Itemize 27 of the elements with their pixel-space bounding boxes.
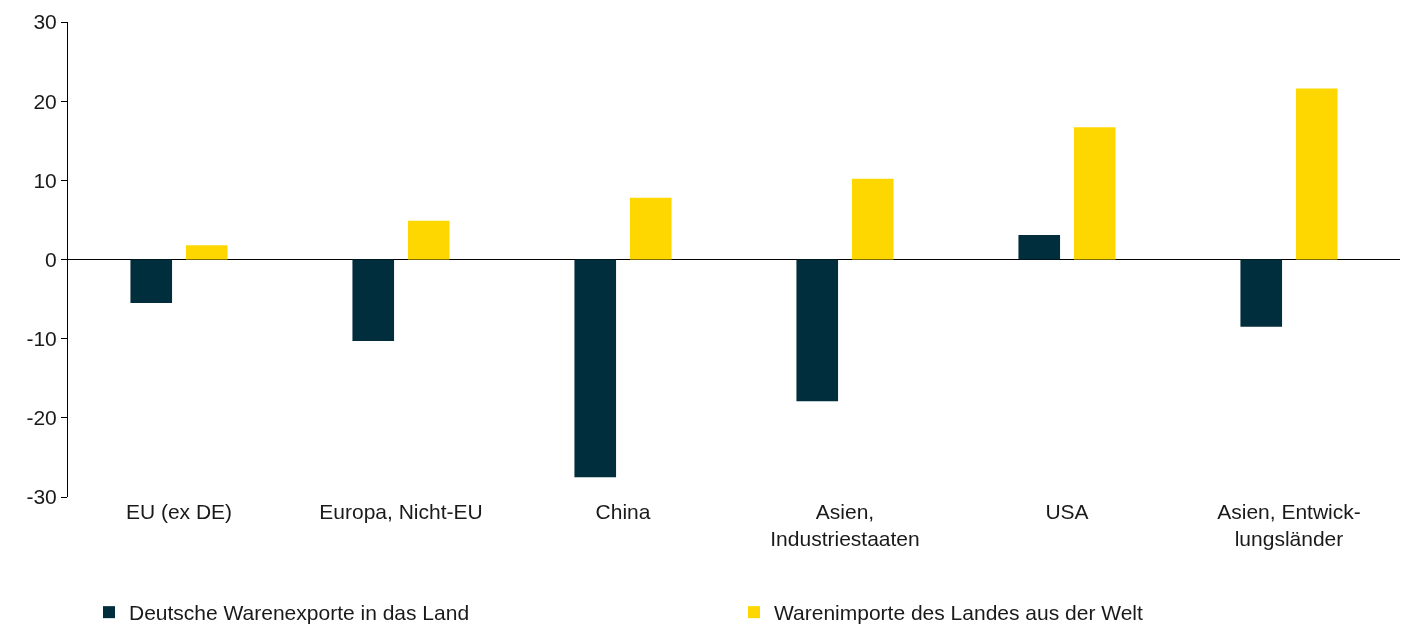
bar: [1073, 127, 1116, 260]
x-tick-label: USA: [1045, 500, 1089, 523]
bar: [851, 178, 894, 260]
x-tick-label: Asien, Entwick- lungsländer: [1217, 500, 1361, 551]
bar: [1295, 88, 1338, 260]
bar: [1018, 234, 1061, 260]
bar: [352, 259, 395, 342]
bar: [1240, 259, 1283, 327]
y-tick-label: -30: [26, 485, 57, 509]
legend-label: Warenimporte des Landes aus der Welt: [774, 601, 1144, 625]
bar: [796, 259, 839, 402]
x-tick-label: China: [595, 500, 651, 523]
bar: [574, 259, 617, 478]
bar: [407, 220, 450, 260]
legend-label: Deutsche Warenexporte in das Land: [129, 601, 470, 625]
bar: [185, 245, 228, 260]
y-tick-label: 30: [33, 10, 57, 34]
bar: [130, 259, 173, 304]
y-tick-label: 0: [45, 247, 57, 271]
y-tick-label: -20: [26, 406, 57, 430]
x-tick-label: EU (ex DE): [125, 500, 233, 523]
x-tick-label: Europa, Nicht-EU: [319, 500, 483, 523]
x-tick-label: Asien, Industriestaaten: [770, 500, 920, 551]
bar: [629, 197, 672, 260]
y-tick-label: -10: [26, 327, 57, 351]
y-tick-label: 20: [33, 89, 57, 113]
y-tick-label: 10: [33, 168, 57, 192]
